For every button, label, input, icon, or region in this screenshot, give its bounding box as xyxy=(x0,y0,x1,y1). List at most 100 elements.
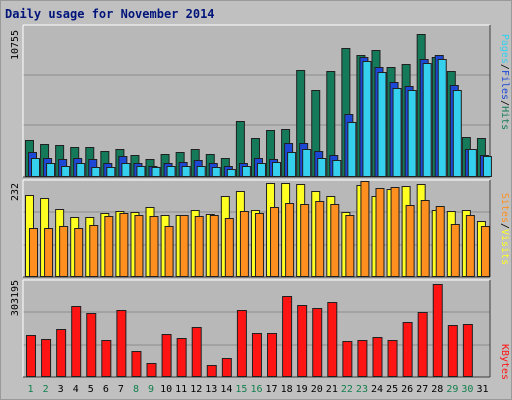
legend-sep-2: / xyxy=(499,100,510,106)
x-tick-day-1: 1 xyxy=(28,384,34,395)
pages-bar-day-9 xyxy=(151,167,161,177)
sites-bar-day-25 xyxy=(390,187,400,277)
sites-bar-day-3 xyxy=(59,226,69,277)
kbytes-bar-day-13 xyxy=(206,365,217,377)
pages-bar-day-20 xyxy=(317,158,327,177)
kbytes-bar-day-23 xyxy=(357,340,368,377)
legend-files: Files xyxy=(499,70,510,100)
kbytes-bar-day-2 xyxy=(41,339,52,377)
visits-ymax-label: 232 xyxy=(10,183,21,201)
legend-middle: Sites/Visits xyxy=(499,193,510,265)
x-tick-day-27: 27 xyxy=(416,384,428,395)
pages-bar-day-10 xyxy=(166,166,176,177)
pages-bar-day-8 xyxy=(136,166,146,177)
sites-bar-day-29 xyxy=(450,224,460,277)
sites-bar-day-19 xyxy=(300,204,310,277)
x-tick-day-7: 7 xyxy=(118,384,124,395)
pages-bar-day-7 xyxy=(121,163,131,177)
sites-bar-day-1 xyxy=(29,228,38,277)
legend-hits: Hits xyxy=(499,106,510,130)
sites-bar-day-24 xyxy=(375,188,385,277)
x-tick-day-13: 13 xyxy=(205,384,217,395)
x-tick-day-20: 20 xyxy=(311,384,323,395)
pages-bar-day-28 xyxy=(437,59,447,177)
kbytes-ymax-label: 303195 xyxy=(10,280,21,316)
kbytes-bar-day-19 xyxy=(297,305,308,377)
sites-bar-day-4 xyxy=(74,228,84,277)
sites-bar-day-12 xyxy=(194,216,204,277)
sites-bar-day-23 xyxy=(360,181,370,277)
pages-bar-day-15 xyxy=(241,166,251,177)
x-tick-day-22: 22 xyxy=(341,384,353,395)
pages-bar-day-1 xyxy=(31,158,40,177)
kbytes-bar-day-9 xyxy=(146,363,157,377)
page-title: Daily usage for November 2014 xyxy=(5,7,215,21)
pages-bar-day-30 xyxy=(467,149,477,177)
pages-bar-day-21 xyxy=(332,160,342,177)
x-tick-day-5: 5 xyxy=(88,384,94,395)
pages-bar-day-23 xyxy=(362,61,372,177)
sites-bar-day-21 xyxy=(330,204,340,277)
sites-bar-day-8 xyxy=(134,215,144,277)
sites-bar-day-15 xyxy=(239,211,249,277)
kbytes-bar-day-30 xyxy=(462,324,473,377)
sites-bar-day-28 xyxy=(435,206,445,277)
pages-bar-day-6 xyxy=(106,167,116,177)
sites-bar-day-18 xyxy=(285,203,295,277)
x-tick-day-14: 14 xyxy=(220,384,232,395)
legend-kbytes: KBytes xyxy=(499,344,510,380)
x-tick-day-2: 2 xyxy=(43,384,49,395)
sites-bar-day-26 xyxy=(405,205,415,277)
x-tick-day-18: 18 xyxy=(281,384,293,395)
kbytes-bar-day-18 xyxy=(282,296,293,377)
pages-bar-day-16 xyxy=(256,163,266,177)
legend-visits: Visits xyxy=(499,229,510,265)
sites-bar-day-10 xyxy=(164,226,174,277)
pages-bar-day-14 xyxy=(226,169,236,177)
x-tick-day-30: 30 xyxy=(461,384,473,395)
kbytes-bar-day-16 xyxy=(251,333,262,377)
pages-bar-day-3 xyxy=(61,166,71,177)
hits-ymax-label: 10755 xyxy=(10,30,21,60)
x-tick-day-24: 24 xyxy=(371,384,383,395)
x-tick-day-6: 6 xyxy=(103,384,109,395)
kbytes-bar-day-28 xyxy=(432,284,443,377)
kbytes-bar-day-17 xyxy=(267,333,278,377)
kbytes-bar-day-24 xyxy=(372,337,383,377)
pages-bar-day-27 xyxy=(422,63,432,177)
kbytes-bar-day-3 xyxy=(56,329,67,377)
x-tick-day-21: 21 xyxy=(326,384,338,395)
kbytes-bar-day-15 xyxy=(236,310,247,377)
x-tick-day-3: 3 xyxy=(58,384,64,395)
pages-bar-day-11 xyxy=(181,166,191,177)
kbytes-bar-day-22 xyxy=(342,341,353,377)
sites-bar-day-17 xyxy=(270,207,280,277)
pages-bar-day-25 xyxy=(392,88,402,177)
x-tick-day-26: 26 xyxy=(401,384,413,395)
x-tick-day-31: 31 xyxy=(476,384,488,395)
kbytes-bar-day-27 xyxy=(417,312,428,377)
pages-bar-day-4 xyxy=(76,163,86,177)
sites-bar-day-2 xyxy=(44,228,54,277)
legend-top: Pages/Files/Hits xyxy=(499,34,510,130)
pages-bar-day-26 xyxy=(407,90,417,177)
sites-bar-day-16 xyxy=(254,213,264,277)
sites-bar-day-27 xyxy=(420,200,430,277)
sites-bar-day-5 xyxy=(89,225,99,277)
pages-bar-day-12 xyxy=(196,166,206,177)
kbytes-bar-day-6 xyxy=(101,340,112,377)
pages-bar-day-22 xyxy=(347,122,357,177)
kbytes-bar-day-1 xyxy=(26,335,36,377)
x-tick-day-15: 15 xyxy=(235,384,247,395)
x-tick-day-28: 28 xyxy=(431,384,443,395)
pages-bar-day-19 xyxy=(302,149,312,177)
pages-bar-day-17 xyxy=(272,162,282,177)
kbytes-bar-day-25 xyxy=(387,340,398,377)
kbytes-bar-day-7 xyxy=(116,310,127,377)
x-tick-day-8: 8 xyxy=(133,384,139,395)
pages-bar-day-2 xyxy=(46,163,56,177)
x-tick-day-25: 25 xyxy=(386,384,398,395)
sites-bar-day-30 xyxy=(465,215,475,277)
x-tick-day-29: 29 xyxy=(446,384,458,395)
